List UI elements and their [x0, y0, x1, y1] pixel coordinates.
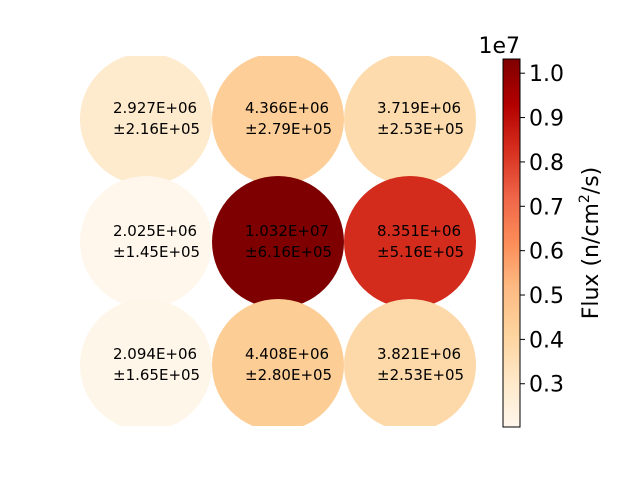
heatmap-cells — [80, 56, 476, 426]
heatmap-cell — [80, 299, 212, 426]
heatmap-cell — [212, 176, 344, 308]
cell-error-label: ±2.16E+05 — [113, 120, 200, 138]
cell-value-label: 1.032E+07 — [245, 222, 329, 240]
cell-error-label: ±2.79E+05 — [245, 120, 332, 138]
colorbar-label-prefix: Flux (n/cm — [579, 203, 604, 319]
colorbar-tick-label: 0.8 — [529, 151, 564, 176]
cell-error-label: ±2.80E+05 — [245, 366, 332, 384]
colorbar-tick-label: 0.5 — [529, 284, 564, 309]
heatmap-cell — [344, 56, 476, 185]
colorbar: 0.3 0.4 0.5 0.6 0.7 0.8 0.9 1.0 1e7 Flux (n/cm2… — [478, 34, 604, 428]
colorbar-tick-label: 0.9 — [529, 107, 564, 132]
colorbar-ticks: 0.3 0.4 0.5 0.6 0.7 0.8 0.9 1.0 — [520, 62, 564, 398]
heatmap-cell — [212, 56, 344, 185]
cell-value-label: 8.351E+06 — [377, 222, 461, 240]
colorbar-multiplier: 1e7 — [478, 34, 520, 59]
cell-value-label: 3.821E+06 — [377, 345, 461, 363]
colorbar-tick-label: 0.7 — [529, 195, 564, 220]
heatmap-cell — [344, 299, 476, 426]
colorbar-tick-label: 0.6 — [529, 240, 564, 265]
cell-error-label: ±5.16E+05 — [377, 243, 464, 261]
cell-value-label: 2.927E+06 — [113, 99, 197, 117]
colorbar-label: Flux (n/cm2/s) — [577, 167, 604, 320]
cell-value-label: 4.366E+06 — [245, 99, 329, 117]
colorbar-tick-label: 0.3 — [529, 373, 564, 398]
colorbar-label-superscript: 2 — [577, 194, 593, 203]
heatmap-cell — [80, 176, 212, 308]
cell-value-label: 2.094E+06 — [113, 345, 197, 363]
colorbar-tick-label: 1.0 — [529, 62, 564, 87]
heatmap-cell — [212, 299, 344, 426]
cell-error-label: ±2.53E+05 — [377, 366, 464, 384]
cell-value-label: 2.025E+06 — [113, 222, 197, 240]
heatmap-cell — [80, 56, 212, 185]
cell-error-label: ±1.65E+05 — [113, 366, 200, 384]
heatmap-cell-labels: 2.927E+06 ±2.16E+05 4.366E+06 ±2.79E+05 3.71… — [113, 99, 464, 384]
colorbar-tick-label: 0.4 — [529, 328, 564, 353]
cell-value-label: 3.719E+06 — [377, 99, 461, 117]
colorbar-label-suffix: /s) — [579, 167, 604, 194]
cell-error-label: ±2.53E+05 — [377, 120, 464, 138]
heatmap-cell — [344, 176, 476, 308]
cell-error-label: ±1.45E+05 — [113, 243, 200, 261]
cell-error-label: ±6.16E+05 — [245, 243, 332, 261]
cell-value-label: 4.408E+06 — [245, 345, 329, 363]
colorbar-gradient — [502, 58, 521, 428]
